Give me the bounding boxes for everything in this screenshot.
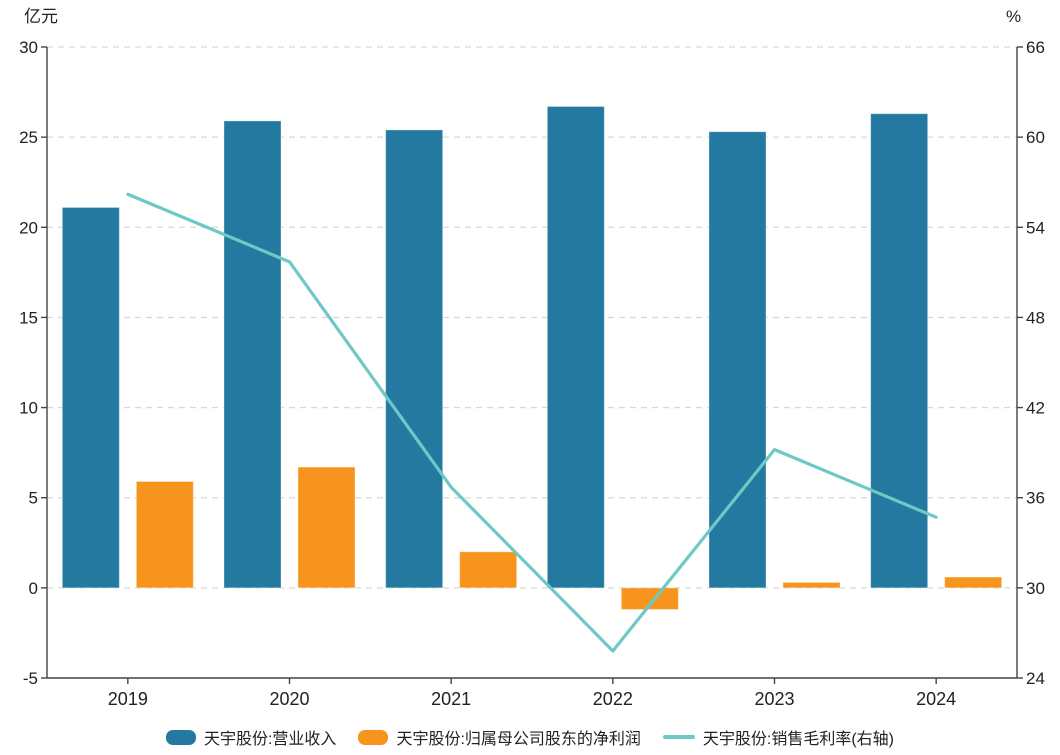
right-tick-label: 60: [1026, 128, 1045, 147]
bar-revenue-2023: [708, 131, 767, 589]
right-tick-label: 36: [1026, 489, 1045, 508]
line-gross-margin: [126, 192, 938, 653]
bar-net-profit-2024: [944, 576, 1003, 589]
right-tick-label: 66: [1026, 38, 1045, 57]
x-tick-label-2024: 2024: [916, 689, 956, 709]
left-axis-title: 亿元: [24, 7, 58, 26]
legend-label-net-profit: 天宇股份:归属母公司股东的净利润: [396, 731, 641, 748]
left-tick-label: 10: [19, 399, 38, 418]
left-tick-label: 0: [29, 579, 38, 598]
x-tick-label-2023: 2023: [754, 689, 794, 709]
legend-item-revenue: 天宇股份:营业收入: [165, 725, 337, 749]
bar-net-profit-2020: [297, 466, 356, 589]
left-tick-label: 30: [19, 38, 38, 57]
x-tick-label-2019: 2019: [108, 689, 148, 709]
legend-label-revenue: 天宇股份:营业收入: [203, 731, 337, 748]
bar-net-profit-2019: [135, 480, 194, 589]
bar-net-profit-2023: [782, 581, 841, 589]
bar-revenue-2019: [61, 206, 120, 589]
bar-net-profit-2022: [620, 587, 679, 610]
legend-label-gross-margin: 天宇股份:销售毛利率(右轴): [702, 731, 894, 748]
bar-revenue-2022: [546, 105, 605, 589]
right-tick-label: 24: [1026, 669, 1045, 688]
bar-revenue-2024: [870, 113, 929, 589]
chart-canvas: 30 25 20 15 10 5 0 -5 66 60 54 48 42 36 30 24 2019 2020 20…: [19, 38, 1045, 709]
bar-revenue-2020: [223, 120, 282, 589]
right-tick-label: 30: [1026, 579, 1045, 598]
left-tick-label: 20: [19, 218, 38, 237]
right-axis-title: %: [1006, 7, 1022, 26]
left-tick-label: 5: [29, 489, 38, 508]
x-tick-label-2021: 2021: [431, 689, 471, 709]
x-tick-label-2020: 2020: [269, 689, 309, 709]
legend-item-net-profit: 天宇股份:归属母公司股东的净利润: [358, 725, 641, 749]
legend-bar-swatch-revenue: [165, 729, 196, 745]
legend-item-gross-margin: 天宇股份:销售毛利率(右轴): [662, 725, 894, 749]
x-tick-label-2022: 2022: [593, 689, 633, 709]
legend-bar-swatch-net-profit: [358, 729, 389, 745]
legend: 天宇股份:营业收入 天宇股份:归属母公司股东的净利润 天宇股份:销售毛利率(右轴): [0, 722, 1060, 752]
left-tick-label: 15: [19, 308, 38, 327]
right-tick-label: 54: [1026, 218, 1045, 237]
legend-line-swatch-gross-margin: [662, 735, 695, 739]
left-tick-label: -5: [23, 669, 38, 688]
right-tick-label: 48: [1026, 308, 1045, 327]
right-tick-label: 42: [1026, 399, 1045, 418]
left-tick-label: 25: [19, 128, 38, 147]
bar-net-profit-2021: [459, 551, 518, 589]
bar-revenue-2021: [385, 129, 444, 589]
